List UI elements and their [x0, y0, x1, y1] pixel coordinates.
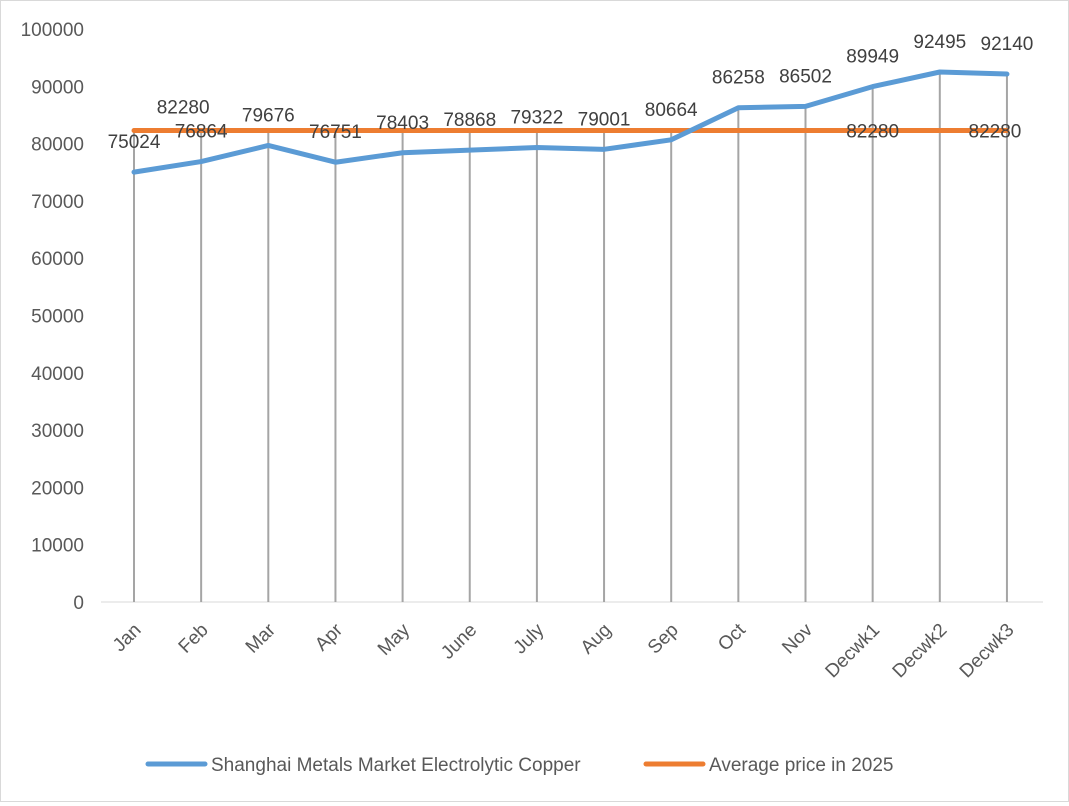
average-data-label: 82280	[846, 122, 899, 143]
y-tick-label: 60000	[31, 249, 84, 270]
average-data-label: 82280	[969, 122, 1022, 143]
x-tick-label: Decwk1	[822, 620, 885, 683]
copper-data-label: 92495	[913, 32, 966, 53]
x-tick-label: Apr	[311, 619, 347, 655]
y-tick-label: 90000	[31, 77, 84, 98]
copper-data-label: 86502	[779, 66, 832, 87]
copper-data-label: 75024	[108, 132, 161, 153]
y-tick-label: 20000	[31, 478, 84, 499]
x-tick-label: Aug	[577, 620, 616, 659]
x-tick-label: Sep	[644, 620, 683, 659]
x-tick-label: June	[437, 620, 481, 664]
copper-data-label: 79001	[578, 109, 631, 130]
x-tick-label: Oct	[714, 619, 750, 655]
y-tick-label: 100000	[21, 20, 84, 41]
x-tick-label: May	[374, 619, 415, 660]
copper-data-label: 76751	[309, 122, 362, 143]
y-tick-label: 0	[73, 593, 84, 614]
y-tick-label: 70000	[31, 192, 84, 213]
copper-data-label: 80664	[645, 100, 698, 121]
y-tick-label: 40000	[31, 364, 84, 385]
copper-data-label: 78868	[443, 110, 496, 131]
y-tick-label: 30000	[31, 421, 84, 442]
legend-label: Shanghai Metals Market Electrolytic Copp…	[211, 755, 581, 776]
x-tick-label: Nov	[778, 619, 817, 658]
average-data-label: 82280	[157, 98, 210, 119]
copper-data-label: 86258	[712, 68, 765, 89]
copper-data-label: 76864	[175, 122, 228, 143]
y-tick-label: 50000	[31, 307, 84, 328]
x-tick-label: Mar	[242, 619, 280, 657]
copper-data-label: 78403	[376, 113, 429, 134]
copper-data-label: 79322	[510, 107, 563, 128]
x-tick-label: July	[510, 619, 549, 658]
copper-data-label: 92140	[981, 34, 1034, 55]
copper-data-label: 89949	[846, 47, 899, 68]
x-tick-label: Feb	[175, 620, 213, 658]
x-tick-label: Decwk3	[956, 620, 1019, 683]
y-tick-label: 10000	[31, 536, 84, 557]
copper-data-label: 79676	[242, 105, 295, 126]
y-tick-label: 80000	[31, 135, 84, 156]
x-tick-label: Decwk2	[889, 620, 952, 683]
copper-price-line	[131, 69, 1010, 175]
legend-label: Average price in 2025	[709, 755, 894, 776]
x-tick-label: Jan	[109, 620, 146, 657]
